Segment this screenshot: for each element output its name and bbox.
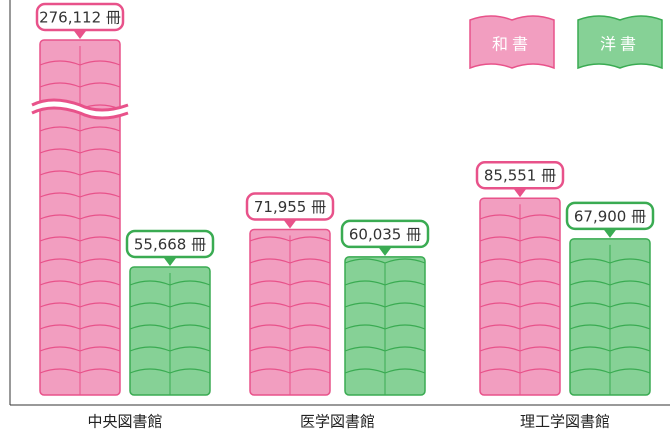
x-tick-label: 医学図書館 — [300, 413, 375, 431]
axis-break — [31, 98, 129, 112]
bubble-pointer — [164, 257, 176, 266]
axis-break — [31, 106, 129, 120]
bubble-pointer — [514, 189, 526, 198]
legend-swatch — [469, 15, 555, 70]
x-tick-label: 理工学図書館 — [520, 413, 610, 431]
value-bubble — [125, 229, 215, 259]
value-bubble — [340, 219, 430, 249]
axis-break — [32, 100, 128, 118]
data-label: 276,112 冊 — [39, 9, 121, 27]
value-bubble — [35, 2, 125, 32]
data-label: 71,955 冊 — [254, 198, 326, 216]
legend-swatch — [577, 15, 663, 70]
legend-label: 洋書 — [600, 35, 640, 54]
legend-label: 和書 — [492, 35, 532, 54]
data-label: 55,668 冊 — [134, 235, 206, 253]
data-label: 67,900 冊 — [574, 207, 646, 225]
bubble-pointer — [284, 220, 296, 229]
value-bubble — [245, 192, 335, 221]
bubble-pointer — [74, 31, 86, 39]
data-label: 85,551 冊 — [484, 167, 556, 185]
bubble-pointer — [604, 229, 616, 238]
x-tick-label: 中央図書館 — [87, 413, 162, 431]
data-label: 60,035 冊 — [349, 225, 421, 243]
bubble-pointer — [379, 247, 391, 256]
value-bubble — [565, 201, 655, 231]
value-bubble — [475, 160, 565, 190]
